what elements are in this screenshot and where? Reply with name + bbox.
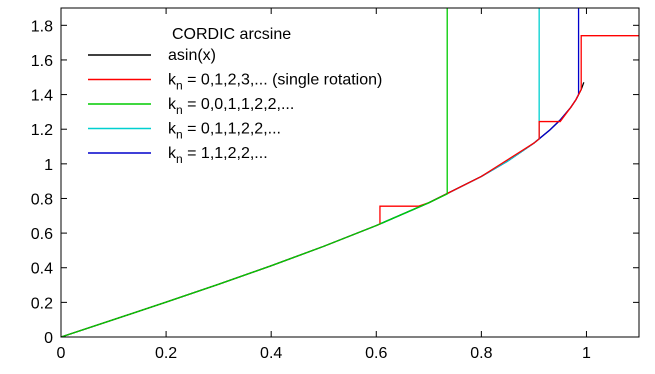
x-tick-label: 0.4 — [260, 345, 282, 362]
series-line-0 — [61, 82, 585, 337]
y-tick-label: 0.8 — [31, 191, 53, 208]
legend-label-3: kn = 0,1,1,2,2,... — [168, 121, 281, 142]
legend-label-2: kn = 0,0,1,1,2,2,... — [168, 96, 294, 117]
y-tick-label: 1 — [44, 157, 53, 174]
series-line-2 — [61, 8, 448, 337]
y-tick-label: 0.4 — [31, 261, 53, 278]
legend: CORDIC arcsine asin(x) kn = 0,1,2,3,... (… — [88, 26, 382, 166]
y-tick-label: 0.6 — [31, 226, 53, 243]
legend-label-4: kn = 1,1,2,2,... — [168, 145, 268, 166]
series-line-3 — [61, 8, 540, 337]
legend-title: CORDIC arcsine — [172, 26, 291, 43]
y-tick-label: 0.2 — [31, 295, 53, 312]
y-tick-label: 0 — [44, 330, 53, 347]
plot-frame — [60, 7, 640, 338]
x-tick-label: 0.2 — [155, 345, 177, 362]
x-tick-label: 0.8 — [470, 345, 492, 362]
y-tick-label: 1.6 — [31, 53, 53, 70]
y-tick-label: 1.2 — [31, 122, 53, 139]
series-line-4 — [61, 8, 580, 337]
x-tick-label: 1 — [582, 345, 591, 362]
legend-label-0: asin(x) — [168, 47, 216, 64]
legend-label-1: kn = 0,1,2,3,... (single rotation) — [168, 72, 382, 93]
x-tick-label: 0.6 — [365, 345, 387, 362]
series-layer — [61, 8, 639, 337]
y-tick-label: 1.8 — [31, 18, 53, 35]
ticks-layer: 0 0.2 0.4 0.6 0.8 1 0 0.2 0.4 0.6 0.8 1 1.2 1.4 1.6 1.8 — [31, 8, 639, 362]
x-tick-label: 0 — [57, 345, 66, 362]
y-tick-label: 1.4 — [31, 88, 53, 105]
